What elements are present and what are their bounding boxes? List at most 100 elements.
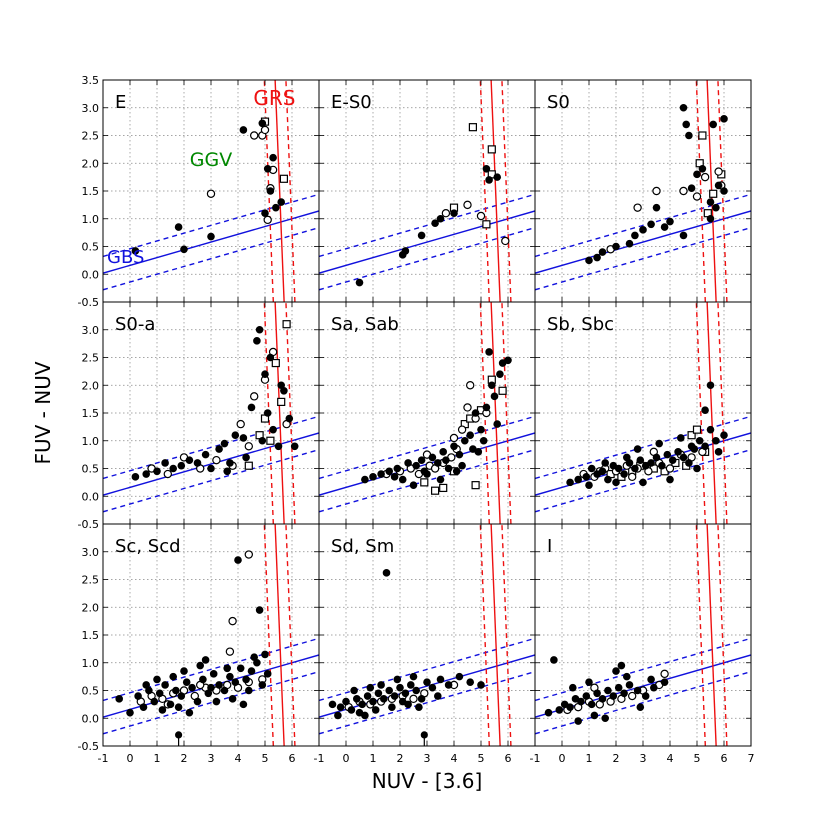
data-point-filled — [479, 436, 488, 445]
grs-band-line — [717, 524, 728, 746]
data-point-filled — [582, 473, 591, 481]
data-point-filled — [550, 656, 558, 664]
data-point-filled — [504, 356, 512, 365]
y-tick-label: -0.5 — [78, 296, 99, 309]
panel-plot-area — [103, 80, 319, 302]
data-point-filled — [590, 711, 599, 720]
data-point-square — [244, 461, 253, 470]
data-point-filled — [161, 459, 169, 467]
data-point-filled — [126, 708, 134, 717]
data-point-filled — [569, 683, 577, 692]
data-point-filled — [461, 436, 469, 445]
y-tick-label: 2.0 — [82, 379, 100, 392]
x-tick-label: -1 — [530, 752, 541, 765]
data-point-filled — [415, 703, 423, 711]
data-point-filled — [663, 450, 672, 459]
data-point-filled — [153, 675, 161, 684]
panel-label: Sa, Sab — [331, 314, 399, 335]
data-point-filled — [201, 656, 210, 664]
y-tick-label: 0.5 — [82, 463, 100, 476]
data-point-filled — [223, 664, 231, 673]
data-point-filled — [490, 392, 499, 401]
panel-plot-area — [103, 302, 319, 524]
grs-line — [490, 80, 501, 302]
data-point-filled — [361, 475, 369, 484]
grs-band-line — [501, 80, 512, 302]
data-point-open — [476, 211, 486, 221]
data-point-filled — [277, 381, 286, 390]
data-point-open — [249, 131, 259, 140]
data-point-filled — [401, 247, 410, 255]
data-point-filled — [434, 459, 442, 467]
data-point-filled — [655, 439, 663, 448]
data-point-filled — [366, 683, 375, 692]
data-point-filled — [598, 467, 607, 476]
data-point-filled — [350, 686, 358, 695]
data-point-filled — [239, 434, 248, 442]
data-point-filled — [285, 414, 294, 423]
data-point-open — [244, 442, 253, 451]
data-point-filled — [442, 456, 450, 464]
data-point-square — [687, 431, 696, 440]
data-point-filled — [236, 664, 245, 673]
data-point-square — [271, 358, 280, 368]
data-point-filled — [585, 678, 593, 686]
grs-annotation: GRS — [253, 86, 295, 110]
data-point-filled — [677, 434, 685, 442]
data-point-filled — [647, 675, 655, 684]
panel-label: E-S0 — [331, 92, 372, 113]
gbs-annotation: GBS — [107, 247, 144, 268]
data-point-open — [700, 172, 710, 182]
data-point-open — [244, 550, 253, 559]
data-point-filled — [155, 689, 164, 698]
data-point-filled — [623, 672, 631, 681]
data-point-filled — [436, 675, 445, 684]
data-point-filled — [374, 689, 383, 698]
data-point-square — [471, 481, 480, 490]
x-tick-label: 2 — [181, 752, 188, 765]
data-point-filled — [212, 697, 221, 706]
y-tick-label: 1.5 — [82, 629, 100, 642]
panel-8: Sd, Sm -1 0 1 2 3 4 5 6 — [314, 523, 536, 765]
gbs-band-line — [319, 415, 535, 480]
data-point-filled — [255, 606, 264, 614]
data-point-square — [266, 436, 275, 445]
data-point-filled — [701, 442, 709, 451]
data-point-filled — [401, 689, 410, 698]
data-point-filled — [593, 689, 601, 698]
data-point-filled — [458, 461, 466, 470]
data-point-filled — [385, 467, 394, 476]
grs-line — [274, 524, 285, 746]
x-tick-label: 6 — [721, 752, 728, 765]
grs-line — [490, 524, 501, 746]
data-point-open — [652, 186, 661, 196]
data-point-square — [420, 478, 429, 487]
x-tick-label: 1 — [154, 752, 161, 765]
data-point-open — [692, 192, 702, 201]
data-point-filled — [347, 706, 356, 714]
data-point-filled — [574, 475, 582, 484]
data-point-filled — [598, 695, 607, 703]
data-point-open — [263, 215, 272, 225]
data-point-filled — [334, 711, 342, 720]
x-tick-label: 2 — [397, 752, 404, 765]
data-point-square — [468, 123, 477, 132]
panel-plot-area — [319, 80, 535, 302]
panel-label: S0 — [547, 92, 570, 113]
data-point-filled — [612, 667, 620, 675]
data-point-open — [714, 167, 723, 176]
panel-plot-area — [535, 524, 751, 746]
data-point-filled — [555, 706, 564, 714]
data-point-open — [409, 694, 418, 704]
data-point-open — [466, 381, 475, 390]
data-point-filled — [169, 464, 177, 473]
data-point-filled — [239, 700, 248, 709]
data-point-filled — [706, 198, 715, 206]
data-point-square — [498, 386, 507, 395]
gbs-band-line — [103, 415, 319, 480]
data-point-filled — [231, 678, 240, 686]
data-point-filled — [258, 119, 267, 128]
y-tick-label: 0.0 — [82, 268, 100, 281]
data-point-filled — [258, 436, 267, 445]
